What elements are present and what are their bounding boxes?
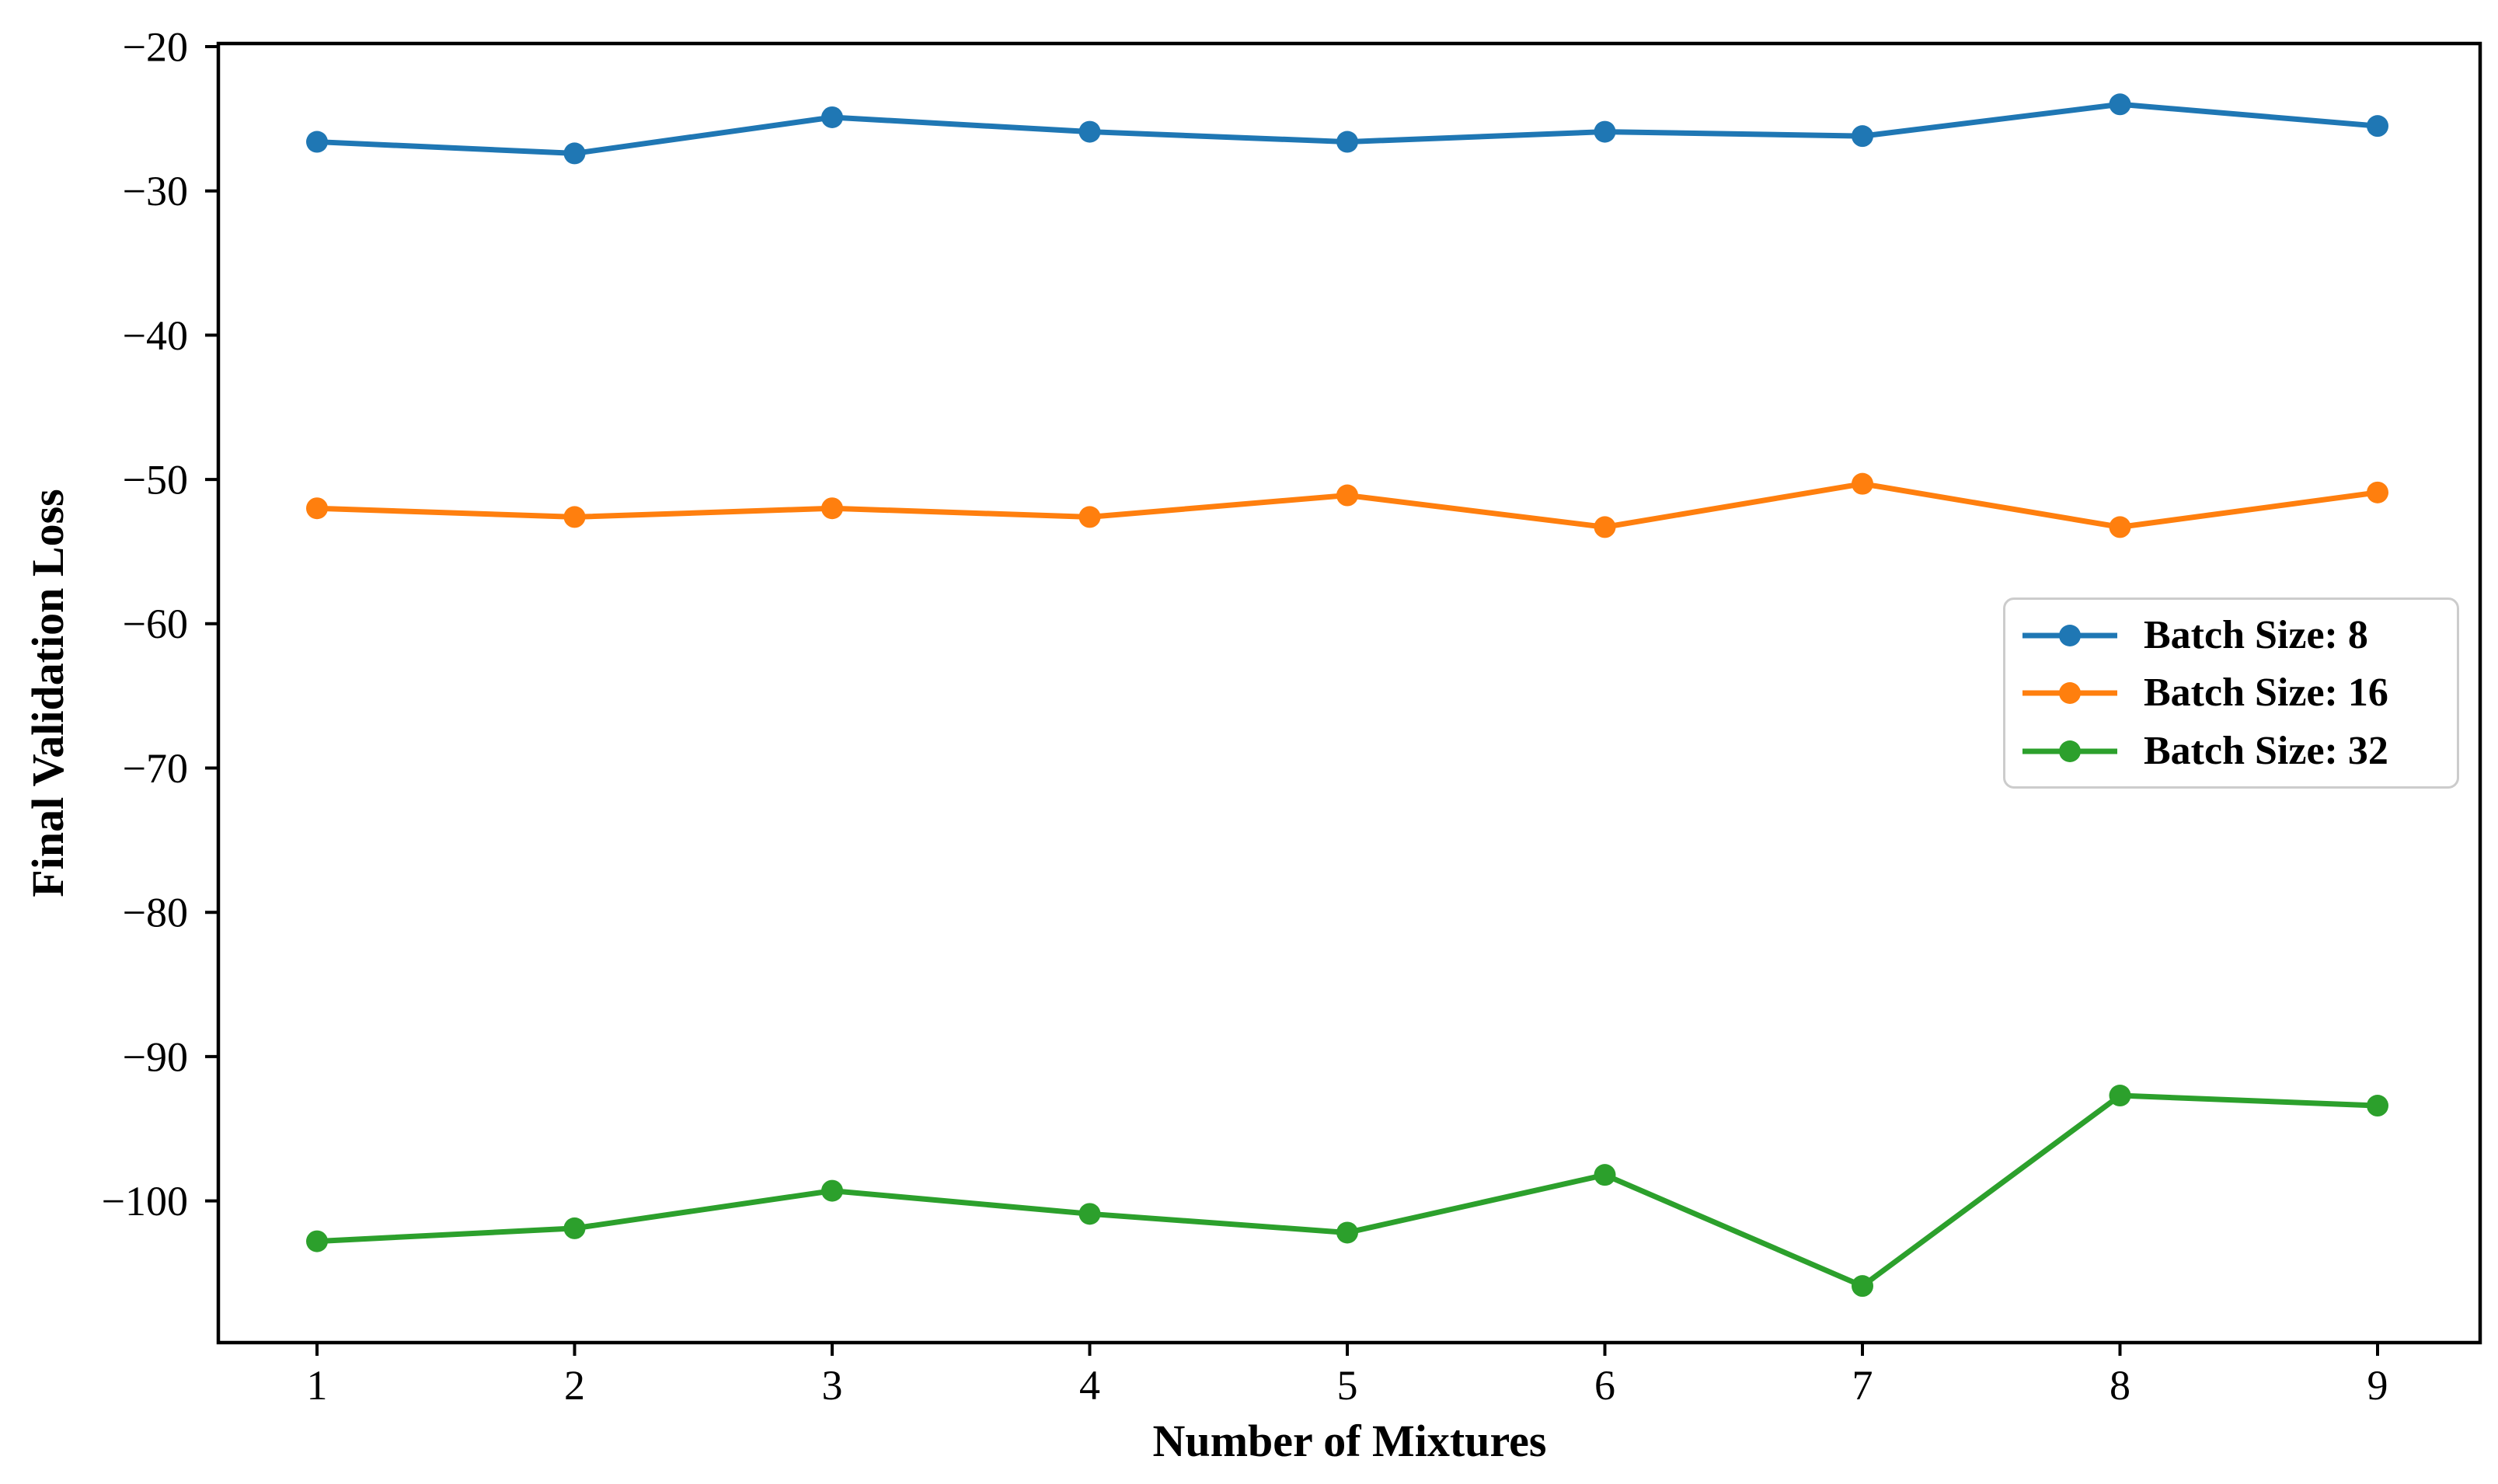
data-point — [2367, 1095, 2388, 1117]
legend-line-marker-icon — [2022, 682, 2117, 704]
legend-line-marker-icon — [2022, 740, 2117, 762]
data-point — [1336, 1221, 1358, 1244]
legend-line-marker-icon — [2022, 624, 2117, 646]
plot-spines — [216, 41, 2482, 1345]
y-tick-label: −20 — [123, 23, 188, 70]
x-tick-label: 1 — [307, 1362, 328, 1409]
y-tick-label: −80 — [123, 890, 188, 936]
x-tick-label: 9 — [2367, 1362, 2388, 1409]
data-point — [1336, 484, 1358, 507]
data-point — [306, 131, 328, 153]
data-point — [1594, 516, 1616, 538]
data-point — [1852, 472, 1873, 495]
data-point — [2109, 93, 2131, 116]
y-tick-label: −30 — [123, 168, 188, 214]
data-point — [2367, 115, 2388, 138]
data-point — [563, 1217, 586, 1239]
data-point — [821, 497, 843, 520]
x-tick-label: 3 — [822, 1362, 843, 1409]
data-point — [2109, 1085, 2131, 1107]
y-tick-label: −100 — [102, 1178, 188, 1224]
series-line-b32 — [314, 1092, 2381, 1289]
legend-row: Batch Size: 8 — [2005, 608, 2457, 663]
legend-row: Batch Size: 16 — [2005, 666, 2457, 720]
x-axis-label: Number of Mixtures — [1152, 1416, 1547, 1466]
data-point — [821, 1179, 843, 1202]
data-point — [1852, 1275, 1873, 1298]
y-tick-label: −40 — [123, 312, 188, 359]
y-tick-label: −60 — [123, 601, 188, 647]
legend-sample-marker — [2059, 682, 2081, 704]
data-point — [1594, 120, 1616, 143]
y-tick-label: −70 — [123, 745, 188, 792]
data-point — [1594, 1164, 1616, 1186]
data-point — [1078, 506, 1101, 528]
x-tick-label: 5 — [1337, 1362, 1358, 1409]
y-axis-label: Final Validation Loss — [23, 489, 73, 897]
data-point — [306, 497, 328, 520]
x-tick-label: 4 — [1079, 1362, 1100, 1409]
data-point — [2109, 516, 2131, 538]
legend-sample-marker — [2059, 624, 2081, 646]
data-point — [563, 506, 586, 528]
legend-entry-label: Batch Size: 32 — [2144, 728, 2388, 773]
x-tick-label: 6 — [1594, 1362, 1615, 1409]
x-tick-label: 8 — [2110, 1362, 2130, 1409]
legend-row: Batch Size: 32 — [2005, 724, 2457, 779]
legend-entry-label: Batch Size: 16 — [2144, 671, 2388, 715]
y-tick-label: −90 — [123, 1033, 188, 1080]
data-point — [1078, 120, 1101, 143]
legend-entry-label: Batch Size: 8 — [2144, 612, 2368, 657]
y-tick-label: −50 — [123, 456, 188, 503]
data-point — [821, 106, 843, 128]
data-point — [306, 1230, 328, 1252]
x-tick-label: 7 — [1852, 1362, 1873, 1409]
data-point — [2367, 481, 2388, 503]
legend-sample-marker — [2059, 740, 2081, 762]
data-point — [1078, 1203, 1101, 1225]
data-point — [1336, 131, 1358, 153]
data-point — [1852, 125, 1873, 148]
x-tick-label: 2 — [564, 1362, 585, 1409]
data-point — [563, 142, 586, 165]
legend: Batch Size: 8 Batch Size: 16 Batch Size: 3… — [2003, 597, 2459, 789]
